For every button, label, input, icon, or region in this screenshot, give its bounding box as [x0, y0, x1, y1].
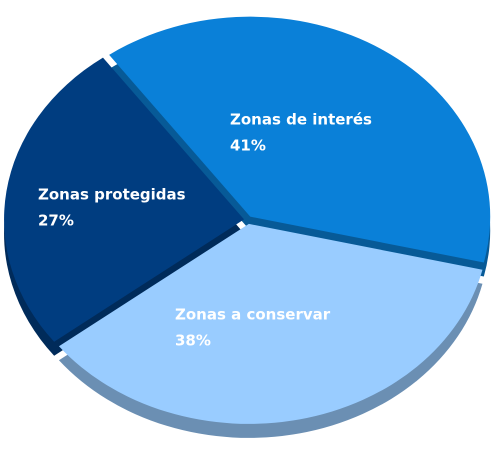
- slice-value-label: 38%: [175, 332, 211, 350]
- slice-label: Zonas a conservar: [175, 306, 331, 324]
- slice-value-label: 41%: [230, 137, 266, 155]
- slice-label: Zonas de interés: [230, 111, 372, 129]
- slice: [109, 16, 491, 263]
- slice: [58, 223, 483, 424]
- slice-value-label: 27%: [38, 212, 74, 230]
- slice-label: Zonas protegidas: [38, 186, 186, 204]
- slice: [4, 57, 245, 342]
